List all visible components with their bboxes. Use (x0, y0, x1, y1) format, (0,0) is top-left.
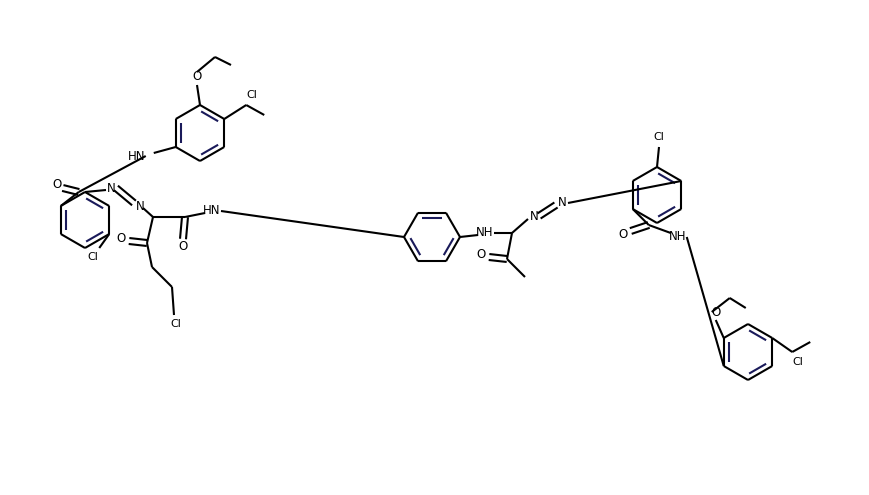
Text: HN: HN (203, 204, 221, 217)
Text: O: O (52, 178, 62, 191)
Text: NH: NH (475, 227, 494, 240)
Text: Cl: Cl (88, 252, 98, 262)
Text: O: O (116, 233, 125, 246)
Text: Cl: Cl (170, 319, 182, 329)
Text: N: N (107, 182, 116, 195)
Text: Cl: Cl (247, 90, 257, 100)
Text: HN: HN (128, 149, 146, 162)
Text: Cl: Cl (792, 357, 803, 367)
Text: O: O (476, 248, 485, 260)
Text: NH: NH (668, 231, 686, 244)
Text: O: O (710, 305, 720, 318)
Text: N: N (529, 209, 538, 222)
Text: N: N (557, 197, 566, 209)
Text: Cl: Cl (653, 132, 664, 142)
Text: O: O (617, 229, 627, 242)
Text: N: N (136, 199, 144, 212)
Text: O: O (178, 241, 188, 253)
Text: O: O (192, 70, 202, 84)
